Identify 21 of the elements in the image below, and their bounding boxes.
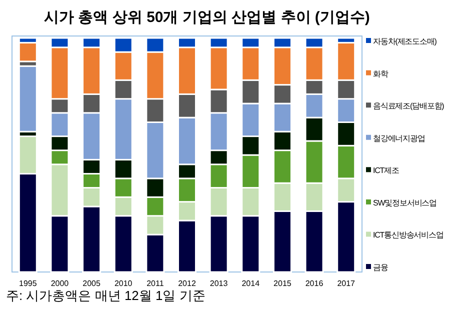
x-tick-label: 2000	[50, 279, 70, 288]
legend-label: 철강에너지광업	[373, 134, 425, 143]
x-tick-label: 2017	[337, 279, 356, 288]
legend-label: ICT제조	[373, 166, 400, 176]
chart-title: 시가 총액 상위 50개 기업의 산업별 추이 (기업수)	[44, 9, 370, 26]
x-tick-label: 2014	[242, 279, 260, 288]
x-tick-label: 1995	[19, 279, 38, 288]
legend-label: 음식료제조(담배포함)	[373, 102, 445, 111]
legend-label: SW및정보서비스업	[373, 198, 436, 208]
legend-label: 자동차(제조도소매)	[373, 37, 438, 46]
x-tick-label: 2011	[146, 279, 164, 288]
x-tick-label: 2015	[274, 279, 292, 288]
legend-label: 화학	[373, 69, 388, 78]
text: 주: 시가총액은 매년 12월 1일 기준	[6, 288, 206, 303]
x-tick-label: 2013	[210, 279, 228, 288]
x-tick-label: 2010	[114, 279, 133, 288]
x-tick-label: 2012	[178, 279, 196, 288]
x-tick-label: 2016	[305, 279, 324, 288]
x-tick-label: 2005	[82, 279, 101, 288]
legend-label: 금융	[373, 263, 388, 272]
legend-label: ICT통신방송서비스업	[373, 230, 444, 240]
